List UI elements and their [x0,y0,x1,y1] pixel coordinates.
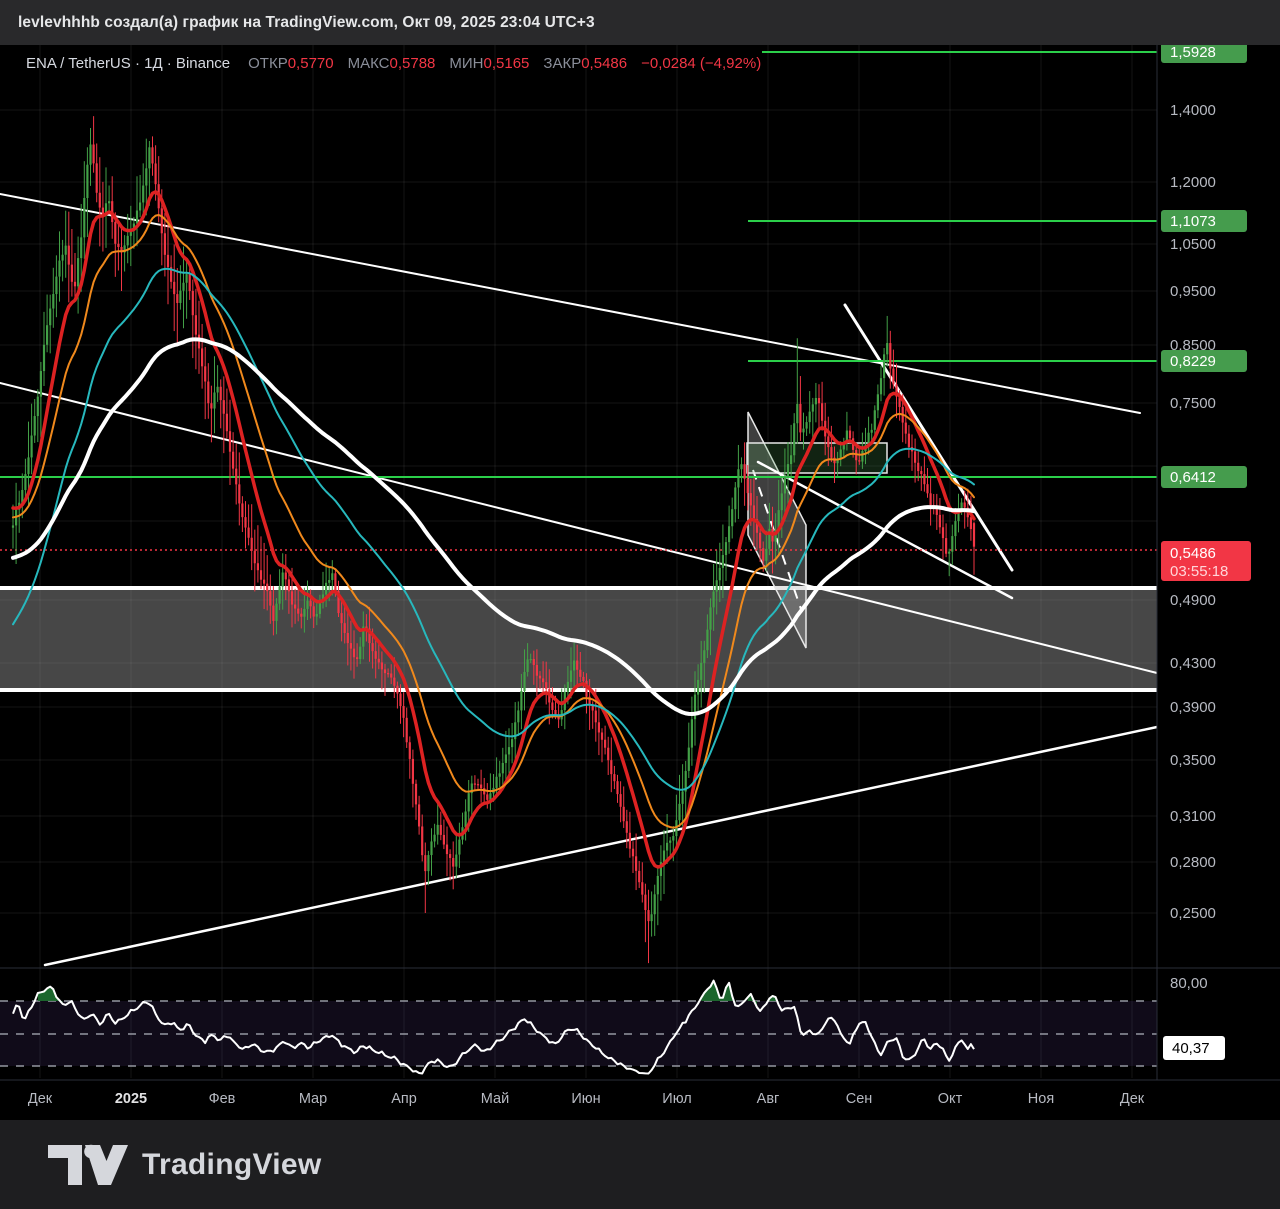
trendline-steep-september[interactable] [843,303,1014,572]
low-value: 0,5165 [483,55,530,72]
open-value: 0,5770 [287,55,334,72]
time-axis[interactable]: Дек 2025 Фев Мар Апр Май Июн Июл Авг Сен Окт Ноя Дек [28,1091,1145,1107]
price-badge-green: 0,6412 [1161,466,1247,488]
trendline-upper-descending[interactable] [0,193,1141,414]
svg-text:0,2500: 0,2500 [1170,905,1216,922]
svg-text:0,3500: 0,3500 [1170,752,1216,769]
ema-fast-line [11,190,976,869]
ema-medium-line [12,214,975,829]
rsi-overbought-fill [769,996,779,1005]
svg-text:Июн: Июн [571,1091,600,1107]
svg-text:1,4000: 1,4000 [1170,102,1216,119]
symbol-title[interactable]: ENA / TetherUS · 1Д · Binance [26,55,231,72]
svg-text:1,5928: 1,5928 [1170,44,1216,61]
tradingview-logo-icon[interactable] [48,1144,128,1186]
svg-text:Апр: Апр [391,1091,417,1107]
high-value: 0,5788 [389,55,436,72]
price-badge-green: 1,1073 [1161,210,1247,232]
pane-separators [0,45,1280,1120]
price-scale[interactable]: 1,4000 1,2000 1,0500 0,9500 0,8500 0,7500 0,49… [1170,102,1216,992]
svg-text:40,37: 40,37 [1172,1040,1210,1057]
svg-text:Ноя: Ноя [1028,1091,1054,1107]
support-zone-band[interactable] [0,586,1157,692]
close-value: 0,5486 [581,55,628,72]
svg-text:80,00: 80,00 [1170,975,1208,992]
trendline-mid-descending[interactable] [0,382,1158,674]
svg-text:Авг: Авг [757,1091,780,1107]
svg-text:0,8229: 0,8229 [1170,353,1216,370]
rsi-overbought-fill [37,986,63,1004]
svg-text:0,7500: 0,7500 [1170,395,1216,412]
svg-text:1,0500: 1,0500 [1170,236,1216,253]
symbol-ohlc-row[interactable]: ENA / TetherUS · 1Д · Binance ОТКР0,5770… [26,55,761,72]
svg-text:Фев: Фев [209,1091,236,1107]
trendline-ascending-support[interactable] [43,725,1159,967]
svg-text:2025: 2025 [115,1091,147,1107]
svg-text:0,3900: 0,3900 [1170,699,1216,716]
svg-text:Июл: Июл [662,1091,691,1107]
chart-grid [0,45,1157,1078]
rsi-pane-background [0,1000,1157,1067]
svg-text:0,2800: 0,2800 [1170,854,1216,871]
svg-text:Дек: Дек [28,1091,53,1107]
svg-text:Сен: Сен [846,1091,873,1107]
ema-slow-line [12,267,975,791]
svg-text:0,6412: 0,6412 [1170,469,1216,486]
price-badge-green: 1,5928 [1161,41,1247,63]
svg-text:0,8500: 0,8500 [1170,337,1216,354]
svg-text:Окт: Окт [938,1091,963,1107]
rsi-indicator-line[interactable] [12,979,975,1075]
svg-text:0,3100: 0,3100 [1170,808,1216,825]
price-badge-green: 0,8229 [1161,350,1247,372]
ema-long-line [11,337,976,716]
svg-text:0,4300: 0,4300 [1170,655,1216,672]
svg-text:0,5486: 0,5486 [1170,545,1216,562]
open-label: ОТКР [248,55,288,72]
footer-bar: TradingView [0,1120,1280,1209]
low-label: МИН [449,55,484,72]
svg-text:1,1073: 1,1073 [1170,213,1216,230]
svg-text:Май: Май [481,1091,509,1107]
attribution-bar: levlevhhhb создал(а) график на TradingVi… [0,0,1280,45]
svg-text:0,4900: 0,4900 [1170,592,1216,609]
rsi-value-badge: 40,37 [1163,1036,1225,1060]
tradingview-wordmark[interactable]: TradingView [142,1147,322,1181]
candlestick-series[interactable] [11,116,976,964]
attribution-text: levlevhhhb создал(а) график на TradingVi… [18,13,595,31]
svg-text:1,2000: 1,2000 [1170,174,1216,191]
svg-text:Дек: Дек [1120,1091,1145,1107]
close-label: ЗАКР [543,55,582,72]
svg-text:03:55:18: 03:55:18 [1170,563,1228,580]
high-label: МАКС [347,55,390,72]
svg-text:0,9500: 0,9500 [1170,283,1216,300]
change-value: −0,0284 (−4,92%) [641,55,762,72]
rsi-overbought-fill [747,993,757,1008]
svg-text:Мар: Мар [299,1091,327,1107]
